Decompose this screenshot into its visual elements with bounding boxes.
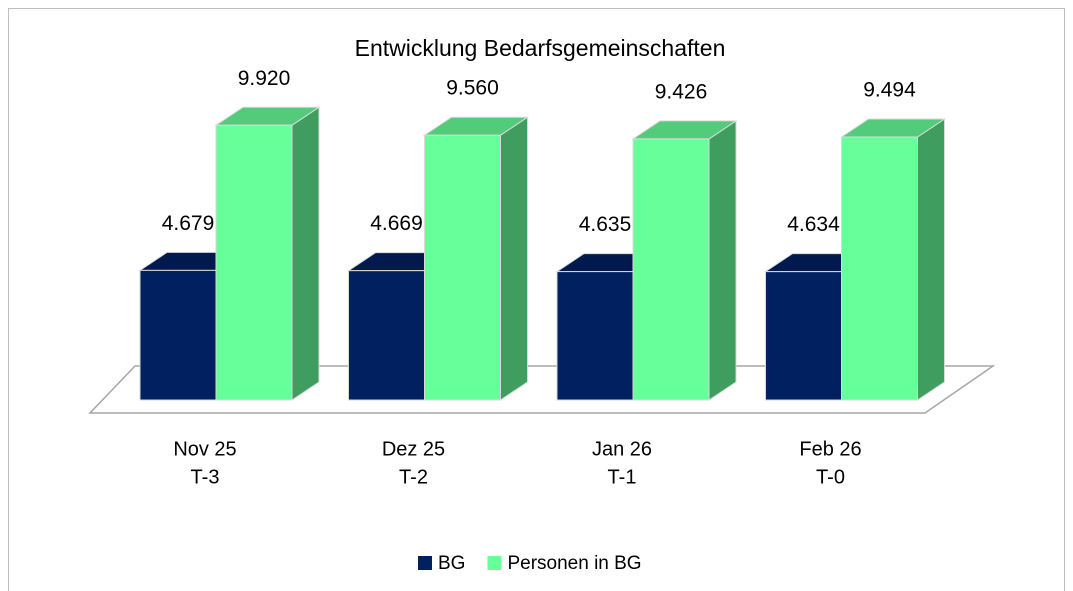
bar-side <box>708 119 737 401</box>
bar-side <box>291 106 320 401</box>
x-tick-label: Feb 26 <box>799 438 861 460</box>
value-label: 4.669 <box>370 212 423 235</box>
x-tick-label: Jan 26 <box>592 438 652 460</box>
legend-swatch <box>418 556 432 570</box>
value-label: 4.634 <box>787 213 840 236</box>
legend-swatch <box>487 556 502 570</box>
bar-front <box>348 270 425 401</box>
value-label: 4.679 <box>162 212 215 235</box>
value-label: 4.635 <box>579 213 632 236</box>
chart-title: Entwicklung Bedarfsgemeinschaften <box>355 35 726 61</box>
x-tick-label: T-2 <box>399 466 428 488</box>
x-tick-label: Nov 25 <box>173 438 236 460</box>
value-label: 9.920 <box>238 67 291 90</box>
bar <box>422 116 530 401</box>
legend-label: Personen in BG <box>507 553 641 574</box>
value-label: 9.494 <box>863 79 916 102</box>
bar <box>214 106 321 401</box>
value-label: 9.426 <box>655 80 708 103</box>
bar-front <box>215 124 293 401</box>
bar-front <box>841 136 918 401</box>
x-tick-label: T-1 <box>608 466 637 488</box>
x-tick-label: T-0 <box>816 466 845 488</box>
bar <box>631 119 738 401</box>
x-tick-label: Dez 25 <box>382 438 445 460</box>
value-label: 9.560 <box>446 77 499 100</box>
bar-front <box>765 271 842 401</box>
bar-side <box>500 116 528 401</box>
legend-label: BG <box>438 553 465 574</box>
x-tick-label: T-3 <box>191 466 220 488</box>
bar-front <box>556 271 634 401</box>
bar <box>839 118 947 401</box>
bar-front <box>139 269 217 401</box>
bar-front <box>632 138 710 401</box>
bar-side <box>917 118 945 401</box>
bar-front <box>424 134 501 401</box>
